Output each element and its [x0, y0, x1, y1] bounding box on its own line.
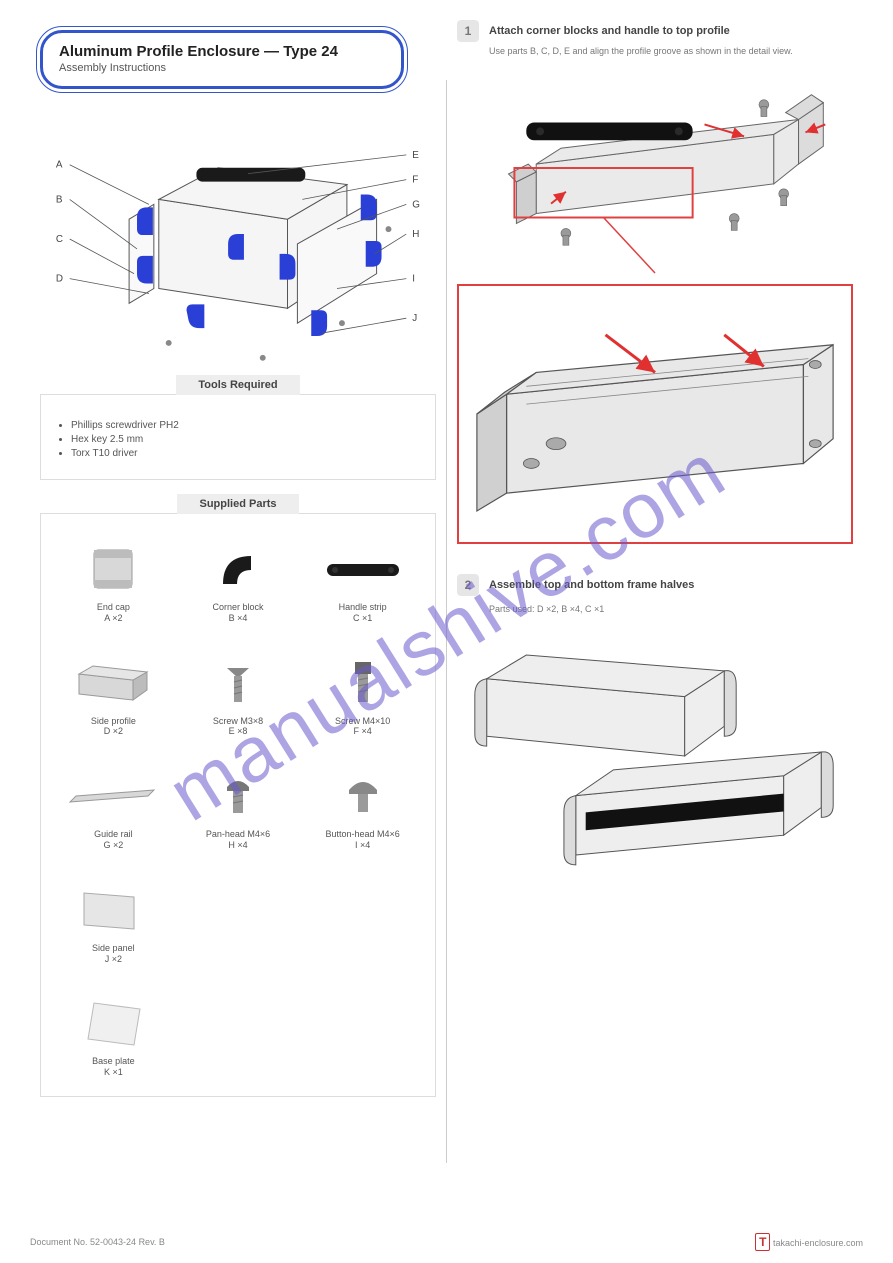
part-i: Button-head M4×6I ×4 — [304, 767, 421, 851]
title-line2: Assembly Instructions — [59, 62, 385, 74]
part-label: Handle stripC ×1 — [304, 602, 421, 624]
page-footer: Document No. 52-0043-24 Rev. B T takachi… — [30, 1235, 863, 1249]
part-j: Side panelJ ×2 — [55, 881, 172, 965]
part-label: Screw M4×10F ×4 — [304, 716, 421, 738]
part-label: Pan-head M4×6H ×4 — [180, 829, 297, 851]
callout-g: G — [412, 199, 420, 210]
parts-grid: End capA ×2 Corner blockB ×4 Handle stri… — [55, 540, 421, 1078]
tools-section-head: Tools Required — [40, 375, 436, 395]
part-label: Side profileD ×2 — [55, 716, 172, 738]
callout-a: A — [56, 160, 63, 171]
part-label: Guide railG ×2 — [55, 829, 172, 851]
step1-top-svg — [457, 64, 853, 274]
part-b: Corner blockB ×4 — [180, 540, 297, 624]
part-label: Button-head M4×6I ×4 — [304, 829, 421, 851]
callout-c: C — [56, 234, 63, 245]
page: Aluminum Profile Enclosure — Type 24 Ass… — [0, 0, 893, 1263]
part-e: Screw M3×8E ×8 — [180, 654, 297, 738]
part-label: Screw M3×8E ×8 — [180, 716, 297, 738]
right-column: 1 Attach corner blocks and handle to top… — [447, 20, 863, 1203]
parts-heading: Supplied Parts — [177, 494, 298, 514]
tool-item: Phillips screwdriver PH2 — [71, 419, 421, 433]
title-box: Aluminum Profile Enclosure — Type 24 Ass… — [40, 30, 404, 89]
part-label: End capA ×2 — [55, 602, 172, 624]
callout-e: E — [412, 150, 419, 161]
part-g: Guide railG ×2 — [55, 767, 172, 851]
part-c: Handle stripC ×1 — [304, 540, 421, 624]
step2-parts-used: Parts used: D ×2, B ×4, C ×1 — [489, 604, 853, 616]
parts-section-head: Supplied Parts — [40, 494, 436, 514]
left-column: Aluminum Profile Enclosure — Type 24 Ass… — [30, 20, 446, 1203]
tools-list: Phillips screwdriver PH2 Hex key 2.5 mm … — [55, 419, 421, 461]
parts-box: End capA ×2 Corner blockB ×4 Handle stri… — [40, 513, 436, 1097]
step2-head: 2 Assemble top and bottom frame halves — [457, 574, 853, 596]
part-label: Corner blockB ×4 — [180, 602, 297, 624]
callout-f: F — [412, 175, 418, 186]
exploded-overview-figure: A B C D E F G H I J — [40, 109, 436, 369]
step1-figure — [457, 64, 853, 544]
step1-subtitle: Use parts B, C, D, E and align the profi… — [489, 46, 853, 56]
step1-detail-box — [457, 284, 853, 544]
callout-b: B — [56, 194, 63, 205]
part-f: Screw M4×10F ×4 — [304, 654, 421, 738]
step2-badge: 2 — [457, 574, 479, 596]
step2-title: Assemble top and bottom frame halves — [489, 579, 694, 591]
step1-head: 1 Attach corner blocks and handle to top… — [457, 20, 853, 42]
footer-left: Document No. 52-0043-24 Rev. B — [30, 1237, 165, 1247]
step1-title: Attach corner blocks and handle to top p… — [489, 25, 730, 37]
step1-badge: 1 — [457, 20, 479, 42]
part-d: Side profileD ×2 — [55, 654, 172, 738]
part-label: Side panelJ ×2 — [55, 943, 172, 965]
tools-box: Phillips screwdriver PH2 Hex key 2.5 mm … — [40, 394, 436, 480]
part-a: End capA ×2 — [55, 540, 172, 624]
part-label: Base plateK ×1 — [55, 1056, 172, 1078]
tool-item: Torx T10 driver — [71, 447, 421, 461]
part-h: Pan-head M4×6H ×4 — [180, 767, 297, 851]
callout-j: J — [412, 313, 417, 324]
part-k: Base plateK ×1 — [55, 994, 172, 1078]
tools-heading: Tools Required — [176, 375, 299, 395]
footer-right-text: takachi-enclosure.com — [773, 1238, 863, 1248]
callout-h: H — [412, 229, 419, 240]
exploded-overview-svg: A B C D E F G H I J — [40, 109, 436, 369]
title-line1: Aluminum Profile Enclosure — Type 24 — [59, 43, 385, 60]
step2-figure — [457, 626, 853, 886]
tool-item: Hex key 2.5 mm — [71, 433, 421, 447]
callout-d: D — [56, 274, 63, 285]
brand-logo-icon: T — [755, 1233, 770, 1251]
step1-detail-svg — [467, 294, 843, 534]
footer-right: T takachi-enclosure.com — [755, 1235, 863, 1249]
step2: 2 Assemble top and bottom frame halves P… — [457, 574, 853, 886]
step2-svg — [457, 626, 853, 886]
callout-i: I — [412, 274, 415, 285]
